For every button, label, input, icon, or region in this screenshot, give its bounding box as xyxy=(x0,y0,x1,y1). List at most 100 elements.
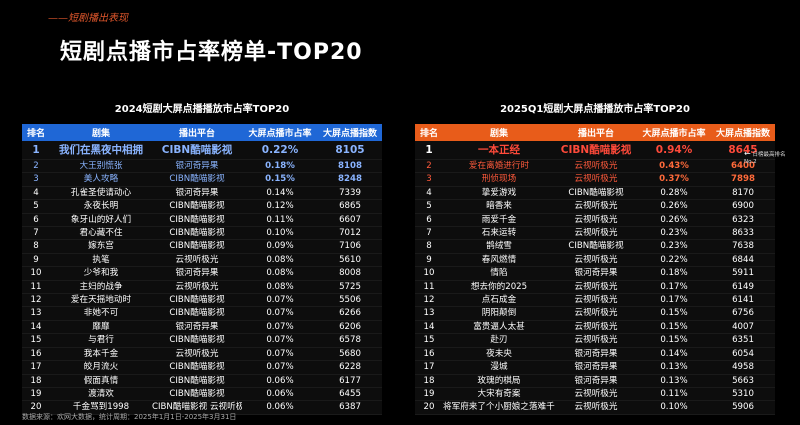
rank-cell: 14 xyxy=(415,320,443,334)
platform-cell: 银河奇异果 xyxy=(555,374,637,388)
share-cell: 0.37% xyxy=(637,172,711,187)
platform-cell: 云视听极光 xyxy=(555,159,637,173)
table-row: 8 嫁东宫 CIBN酷喵影视 0.09% 7106 xyxy=(22,239,382,254)
platform-cell: CIBN酷喵影视 云视听极光 xyxy=(152,400,242,415)
table-row: 2 爱在离婚进行时 云视听极光 0.43% 6400 xyxy=(415,159,775,173)
table-row: 15 赴刃 云视听极光 0.15% 6351 xyxy=(415,333,775,348)
platform-cell: 云视听极光 xyxy=(555,293,637,307)
drama-cell: 与君行 xyxy=(50,333,152,348)
index-cell: 8170 xyxy=(711,186,775,200)
index-cell: 8645 xyxy=(711,141,775,160)
platform-cell: CIBN酷喵影视 xyxy=(152,333,242,348)
left-table-title: 2024短剧大屏点播播放市占率TOP20 xyxy=(114,104,290,115)
drama-cell: 爱在离婚进行时 xyxy=(443,159,555,173)
index-cell: 6323 xyxy=(711,213,775,227)
rank-cell: 18 xyxy=(415,374,443,388)
drama-cell: 君心藏不住 xyxy=(50,226,152,240)
drama-cell: 爱在天摇地动时 xyxy=(50,293,152,307)
index-cell: 7012 xyxy=(318,226,382,240)
rank-cell: 3 xyxy=(22,172,50,187)
index-cell: 5725 xyxy=(318,280,382,294)
drama-cell: 点石成金 xyxy=(443,293,555,307)
table-row: 6 雨爱千金 云视听极光 0.26% 6323 xyxy=(415,213,775,227)
drama-cell: 永夜长明 xyxy=(50,199,152,214)
share-cell: 0.15% xyxy=(637,333,711,348)
index-cell: 7898 xyxy=(711,172,775,187)
platform-cell: CIBN酷喵影视 xyxy=(152,141,242,160)
platform-cell: CIBN酷喵影视 xyxy=(152,226,242,240)
platform-cell: 云视听极光 xyxy=(152,253,242,267)
drama-cell: 鹊绒雪 xyxy=(443,239,555,254)
rank-cell: 5 xyxy=(22,199,50,214)
drama-cell: 我本千金 xyxy=(50,347,152,361)
drama-cell: 赴刃 xyxy=(443,333,555,348)
rank-cell: 10 xyxy=(22,266,50,281)
index-cell: 7339 xyxy=(318,186,382,200)
drama-cell: 挚爱游戏 xyxy=(443,186,555,200)
platform-cell: 云视听极光 xyxy=(555,226,637,240)
table-row: 14 富贵逼人太甚 云视听极光 0.15% 4007 xyxy=(415,320,775,334)
section-kicker: ——短剧播出表现 xyxy=(48,13,128,24)
drama-cell: 皎月流火 xyxy=(50,360,152,374)
rank-cell: 17 xyxy=(22,360,50,374)
drama-cell: 大王别慌张 xyxy=(50,159,152,173)
index-cell: 8248 xyxy=(318,172,382,187)
table-row: 19 大宋有奇案 云视听极光 0.11% 5310 xyxy=(415,387,775,401)
table-row: 11 想去你的2025 云视听极光 0.17% 6149 xyxy=(415,280,775,294)
table-row: 10 少爷和我 银河奇异果 0.08% 8008 xyxy=(22,266,382,281)
rank-cell: 15 xyxy=(415,333,443,348)
share-cell: 0.14% xyxy=(637,347,711,361)
share-cell: 0.13% xyxy=(637,374,711,388)
index-cell: 6400 xyxy=(711,159,775,173)
index-cell: 5506 xyxy=(318,293,382,307)
table-row: 12 点石成金 云视听极光 0.17% 6141 xyxy=(415,293,775,307)
share-cell: 0.26% xyxy=(637,213,711,227)
table-row: 3 刑侦现场 云视听极光 0.37% 7898 xyxy=(415,172,775,187)
rank-cell: 18 xyxy=(22,374,50,388)
rank-callout: ← 日榜最高排名No.2 xyxy=(744,150,796,166)
column-header: 大屏点播市占率 xyxy=(637,124,711,141)
platform-cell: 银河奇异果 xyxy=(152,320,242,334)
share-cell: 0.11% xyxy=(637,387,711,401)
drama-cell: 夜未央 xyxy=(443,347,555,361)
share-cell: 0.26% xyxy=(637,199,711,214)
share-cell: 0.13% xyxy=(637,360,711,374)
platform-cell: 云视听极光 xyxy=(555,387,637,401)
rank-cell: 11 xyxy=(22,280,50,294)
platform-cell: 云视听极光 xyxy=(152,280,242,294)
platform-cell: 云视听极光 xyxy=(555,253,637,267)
column-header: 剧集 xyxy=(50,124,152,141)
share-cell: 0.15% xyxy=(637,320,711,334)
platform-cell: 云视听极光 xyxy=(555,172,637,187)
index-cell: 6206 xyxy=(318,320,382,334)
platform-cell: CIBN酷喵影视 xyxy=(555,186,637,200)
table-row: 17 皎月流火 CIBN酷喵影视 0.07% 6228 xyxy=(22,360,382,374)
share-cell: 0.09% xyxy=(242,239,318,254)
platform-cell: CIBN酷喵影视 xyxy=(152,293,242,307)
index-cell: 8105 xyxy=(318,141,382,160)
column-header: 大屏点播市占率 xyxy=(242,124,318,141)
column-header: 剧集 xyxy=(443,124,555,141)
column-header: 播出平台 xyxy=(555,124,637,141)
table-row: 12 爱在天摇地动时 CIBN酷喵影视 0.07% 5506 xyxy=(22,293,382,307)
drama-cell: 春风燃情 xyxy=(443,253,555,267)
table-row: 4 挚爱游戏 CIBN酷喵影视 0.28% 8170 xyxy=(415,186,775,200)
index-cell: 6054 xyxy=(711,347,775,361)
table-row: 9 春风燃情 云视听极光 0.22% 6844 xyxy=(415,253,775,267)
share-cell: 0.08% xyxy=(242,266,318,281)
index-cell: 6266 xyxy=(318,306,382,321)
table-row: 18 假面真情 CIBN酷喵影视 0.06% 6177 xyxy=(22,374,382,388)
drama-cell: 千金骂到1998 xyxy=(50,400,152,415)
platform-cell: CIBN酷喵影视 xyxy=(152,360,242,374)
rank-cell: 5 xyxy=(415,199,443,214)
platform-cell: 银河奇异果 xyxy=(152,266,242,281)
rank-cell: 6 xyxy=(22,213,50,227)
table-row: 6 象牙山的好人们 CIBN酷喵影视 0.11% 6607 xyxy=(22,213,382,227)
drama-cell: 执笔 xyxy=(50,253,152,267)
index-cell: 6607 xyxy=(318,213,382,227)
index-cell: 5906 xyxy=(711,400,775,415)
index-cell: 5610 xyxy=(318,253,382,267)
drama-cell: 玫瑰的棋局 xyxy=(443,374,555,388)
table-row: 16 我本千金 云视听极光 0.07% 5680 xyxy=(22,347,382,361)
